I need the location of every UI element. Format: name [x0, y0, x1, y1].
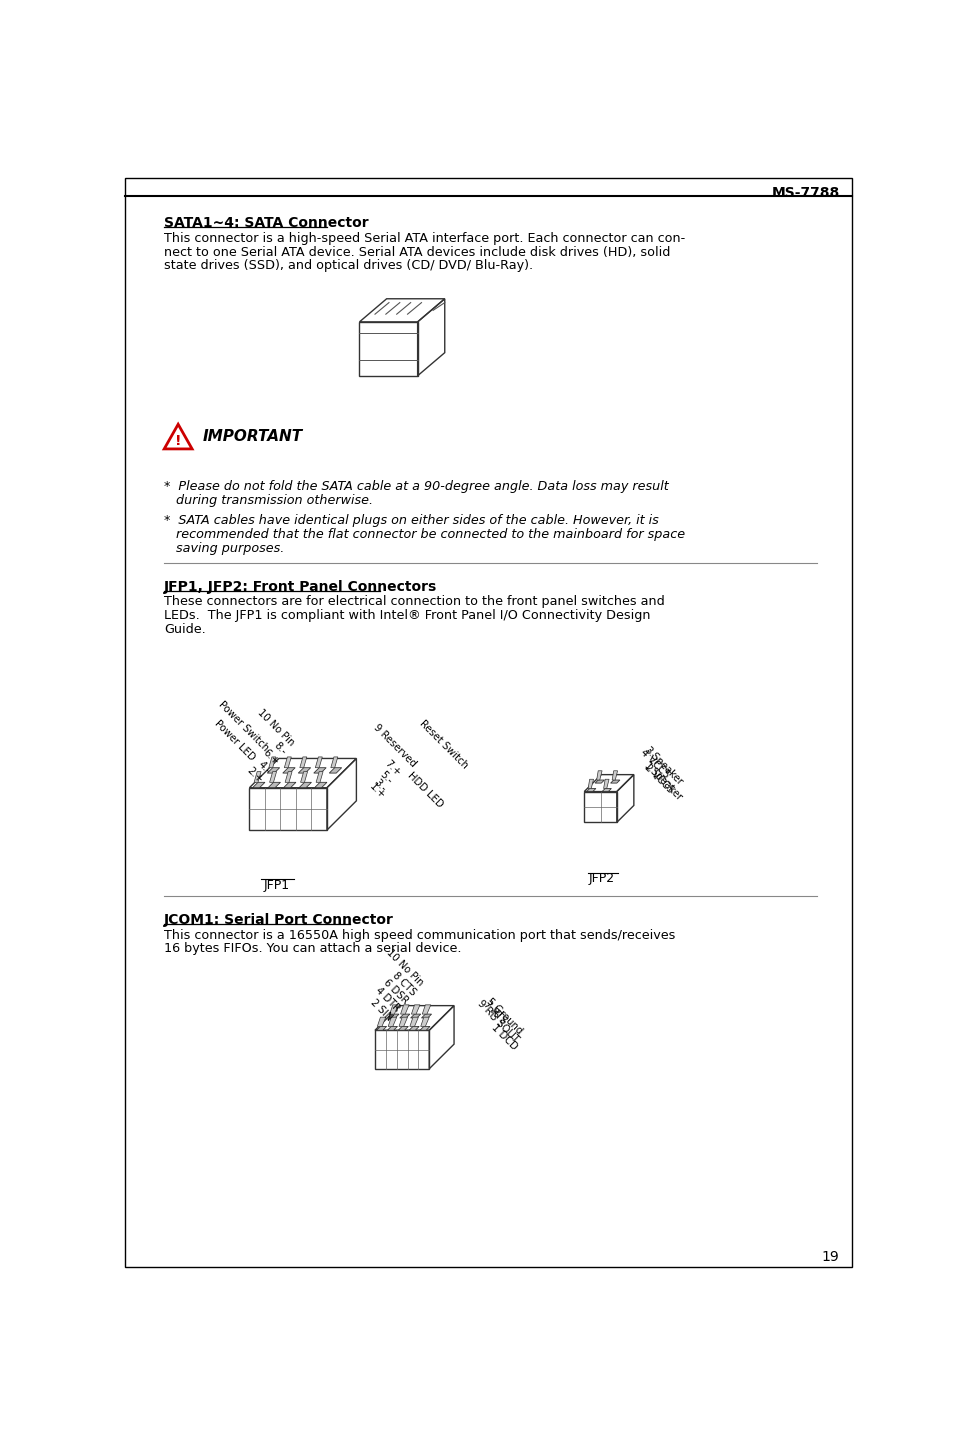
- Polygon shape: [587, 780, 593, 788]
- Text: 2.+: 2.+: [245, 766, 265, 786]
- Text: JCOM1: Serial Port Connector: JCOM1: Serial Port Connector: [164, 913, 394, 927]
- Text: saving purposes.: saving purposes.: [164, 542, 284, 555]
- Text: 4.-: 4.-: [256, 760, 273, 776]
- Text: 8 CTS: 8 CTS: [390, 970, 417, 997]
- Text: 10 No Pin: 10 No Pin: [384, 947, 425, 987]
- Polygon shape: [329, 767, 341, 773]
- Text: 6 DSR: 6 DSR: [381, 977, 410, 1006]
- Polygon shape: [299, 757, 307, 767]
- Polygon shape: [410, 1017, 418, 1026]
- Text: 7.+: 7.+: [382, 758, 402, 778]
- Text: Reset Switch: Reset Switch: [417, 718, 470, 771]
- Polygon shape: [331, 757, 337, 767]
- Text: This connector is a high-speed Serial ATA interface port. Each connector can con: This connector is a high-speed Serial AT…: [164, 232, 685, 245]
- Text: !: !: [174, 434, 181, 448]
- Text: 9 Reserved: 9 Reserved: [371, 721, 417, 768]
- Polygon shape: [300, 771, 307, 783]
- Polygon shape: [315, 757, 322, 767]
- Polygon shape: [315, 771, 323, 783]
- Polygon shape: [389, 1015, 398, 1017]
- Polygon shape: [376, 1026, 386, 1030]
- Polygon shape: [283, 783, 295, 787]
- Text: *  Please do not fold the SATA cable at a 90-degree angle. Data loss may result: * Please do not fold the SATA cable at a…: [164, 479, 668, 492]
- Polygon shape: [610, 780, 619, 783]
- Polygon shape: [409, 1026, 418, 1030]
- Text: 3.Speaker: 3.Speaker: [641, 746, 684, 787]
- Text: JFP1: JFP1: [263, 879, 290, 892]
- Text: HDD LED: HDD LED: [406, 770, 445, 810]
- Text: 3.-: 3.-: [372, 777, 388, 794]
- Text: 4 VCC5: 4 VCC5: [638, 747, 671, 780]
- Text: IMPORTANT: IMPORTANT: [203, 429, 303, 444]
- Polygon shape: [420, 1017, 429, 1026]
- Text: nect to one Serial ATA device. Serial ATA devices include disk drives (HD), soli: nect to one Serial ATA device. Serial AT…: [164, 246, 670, 259]
- Polygon shape: [595, 780, 604, 783]
- Text: 1.+: 1.+: [367, 781, 387, 801]
- Text: 16 bytes FIFOs. You can attach a serial device.: 16 bytes FIFOs. You can attach a serial …: [164, 943, 461, 956]
- Polygon shape: [411, 1005, 419, 1015]
- Polygon shape: [388, 1017, 396, 1026]
- Polygon shape: [268, 783, 280, 787]
- Polygon shape: [267, 767, 279, 773]
- Text: 5.-: 5.-: [377, 770, 394, 786]
- Polygon shape: [422, 1005, 431, 1015]
- Polygon shape: [284, 757, 291, 767]
- Polygon shape: [586, 788, 596, 791]
- Polygon shape: [421, 1015, 431, 1017]
- Text: LEDs.  The JFP1 is compliant with Intel® Front Panel I/O Connectivity Design: LEDs. The JFP1 is compliant with Intel® …: [164, 610, 650, 622]
- Polygon shape: [282, 767, 294, 773]
- Text: JFP2: JFP2: [588, 873, 615, 886]
- Text: 6.+: 6.+: [260, 747, 280, 767]
- Text: 2 SIN: 2 SIN: [369, 997, 394, 1023]
- Polygon shape: [410, 1015, 420, 1017]
- Text: SATA1~4: SATA Connector: SATA1~4: SATA Connector: [164, 216, 369, 230]
- Text: 2 VCC5: 2 VCC5: [641, 763, 675, 796]
- Polygon shape: [253, 783, 265, 787]
- Polygon shape: [285, 771, 292, 783]
- Text: *  SATA cables have identical plugs on either sides of the cable. However, it is: * SATA cables have identical plugs on ei…: [164, 514, 659, 528]
- Text: 1.Speaker: 1.Speaker: [641, 761, 684, 803]
- Polygon shape: [314, 767, 326, 773]
- Text: during transmission otherwise.: during transmission otherwise.: [164, 494, 373, 507]
- Text: Guide.: Guide.: [164, 622, 206, 635]
- Polygon shape: [612, 771, 617, 780]
- Polygon shape: [377, 1017, 385, 1026]
- Text: This connector is a 16550A high speed communication port that sends/receives: This connector is a 16550A high speed co…: [164, 929, 675, 942]
- Text: Power Switch: Power Switch: [216, 700, 270, 753]
- Text: recommended that the flat connector be connected to the mainboard for space: recommended that the flat connector be c…: [164, 528, 684, 541]
- Text: 9 RI: 9 RI: [476, 997, 496, 1019]
- Text: 3 SOUT: 3 SOUT: [487, 1012, 520, 1045]
- Polygon shape: [314, 783, 327, 787]
- Polygon shape: [390, 1005, 397, 1015]
- Text: state drives (SSD), and optical drives (CD/ DVD/ Blu-Ray).: state drives (SSD), and optical drives (…: [164, 259, 533, 272]
- Polygon shape: [387, 1026, 397, 1030]
- Polygon shape: [400, 1005, 409, 1015]
- Text: Power LED: Power LED: [213, 718, 257, 763]
- Polygon shape: [269, 757, 275, 767]
- Polygon shape: [603, 780, 608, 788]
- Polygon shape: [253, 771, 261, 783]
- Text: 10 No Pin: 10 No Pin: [255, 707, 295, 747]
- Text: 7 RTS: 7 RTS: [481, 1000, 508, 1026]
- Text: 8.-: 8.-: [272, 741, 288, 757]
- Text: 5 Ground: 5 Ground: [484, 996, 524, 1036]
- Polygon shape: [601, 788, 611, 791]
- Text: These connectors are for electrical connection to the front panel switches and: These connectors are for electrical conn…: [164, 595, 664, 608]
- Polygon shape: [298, 767, 311, 773]
- Text: JFP1, JFP2: Front Panel Connectors: JFP1, JFP2: Front Panel Connectors: [164, 580, 437, 594]
- Polygon shape: [399, 1015, 410, 1017]
- Polygon shape: [398, 1017, 407, 1026]
- Polygon shape: [298, 783, 311, 787]
- Polygon shape: [397, 1026, 408, 1030]
- Polygon shape: [419, 1026, 430, 1030]
- Polygon shape: [270, 771, 276, 783]
- Text: 19: 19: [821, 1249, 839, 1264]
- Text: 4 DTR: 4 DTR: [374, 986, 402, 1015]
- Text: MS-7788: MS-7788: [771, 186, 840, 199]
- Text: 1 DCD: 1 DCD: [489, 1022, 518, 1052]
- Polygon shape: [596, 771, 601, 780]
